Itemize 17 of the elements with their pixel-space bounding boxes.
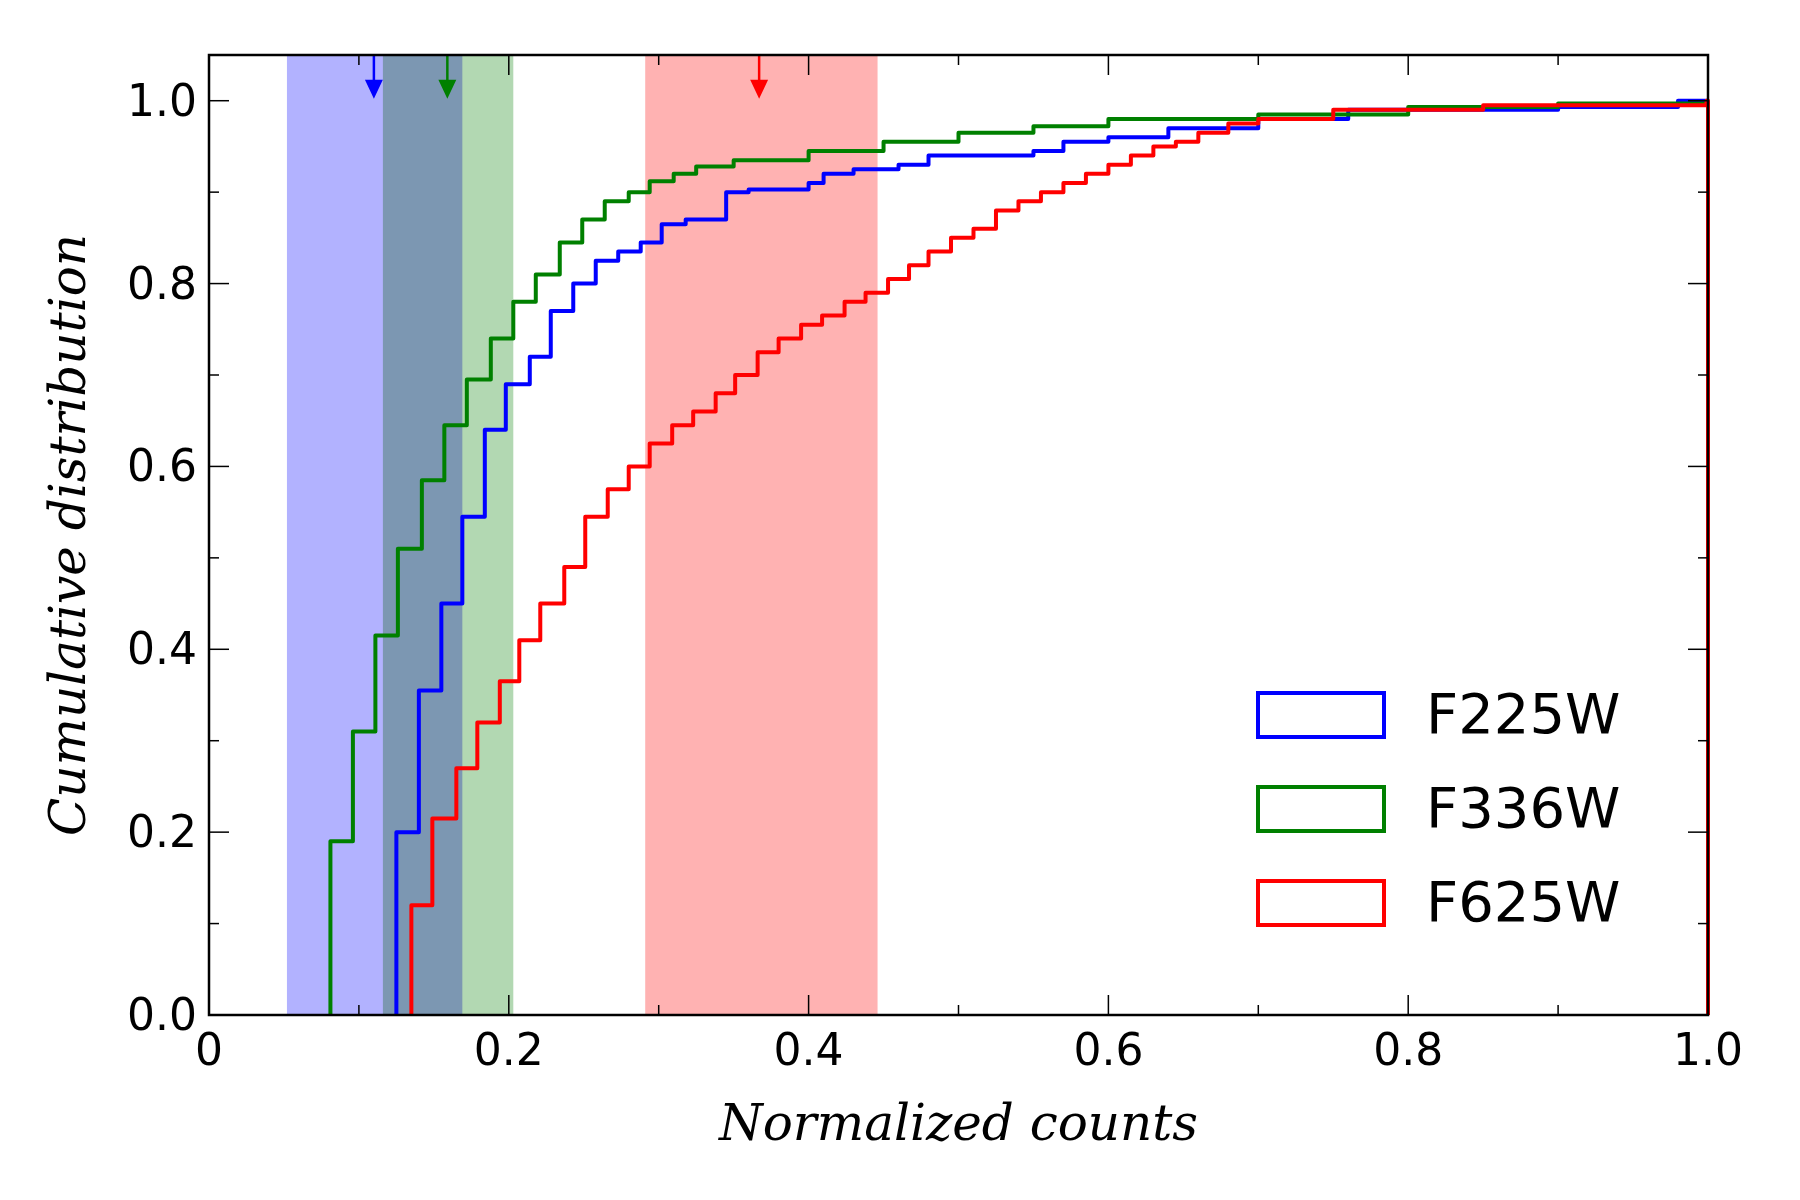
- x-tick-label: 0.2: [473, 1024, 544, 1075]
- legend-label: F336W: [1426, 775, 1621, 840]
- x-tick-label: 0.8: [1373, 1024, 1444, 1075]
- y-tick-label: 0.0: [127, 989, 197, 1040]
- legend-label: F625W: [1426, 869, 1621, 934]
- x-tick-label: 0: [195, 1024, 223, 1075]
- x-axis-title: Normalized counts: [717, 1094, 1199, 1152]
- x-tick-label: 0.6: [1073, 1024, 1144, 1075]
- x-tick-label: 0.4: [773, 1024, 844, 1075]
- y-tick-label: 1.0: [127, 74, 197, 126]
- legend-label: F225W: [1426, 681, 1621, 746]
- y-tick-label: 0.2: [127, 806, 197, 858]
- y-tick-label: 0.8: [127, 257, 197, 309]
- y-axis-title: Cumulative distribution: [39, 234, 97, 836]
- y-tick-label: 0.6: [127, 440, 197, 492]
- y-tick-label: 0.4: [127, 623, 197, 675]
- x-tick-label: 1.0: [1673, 1024, 1743, 1075]
